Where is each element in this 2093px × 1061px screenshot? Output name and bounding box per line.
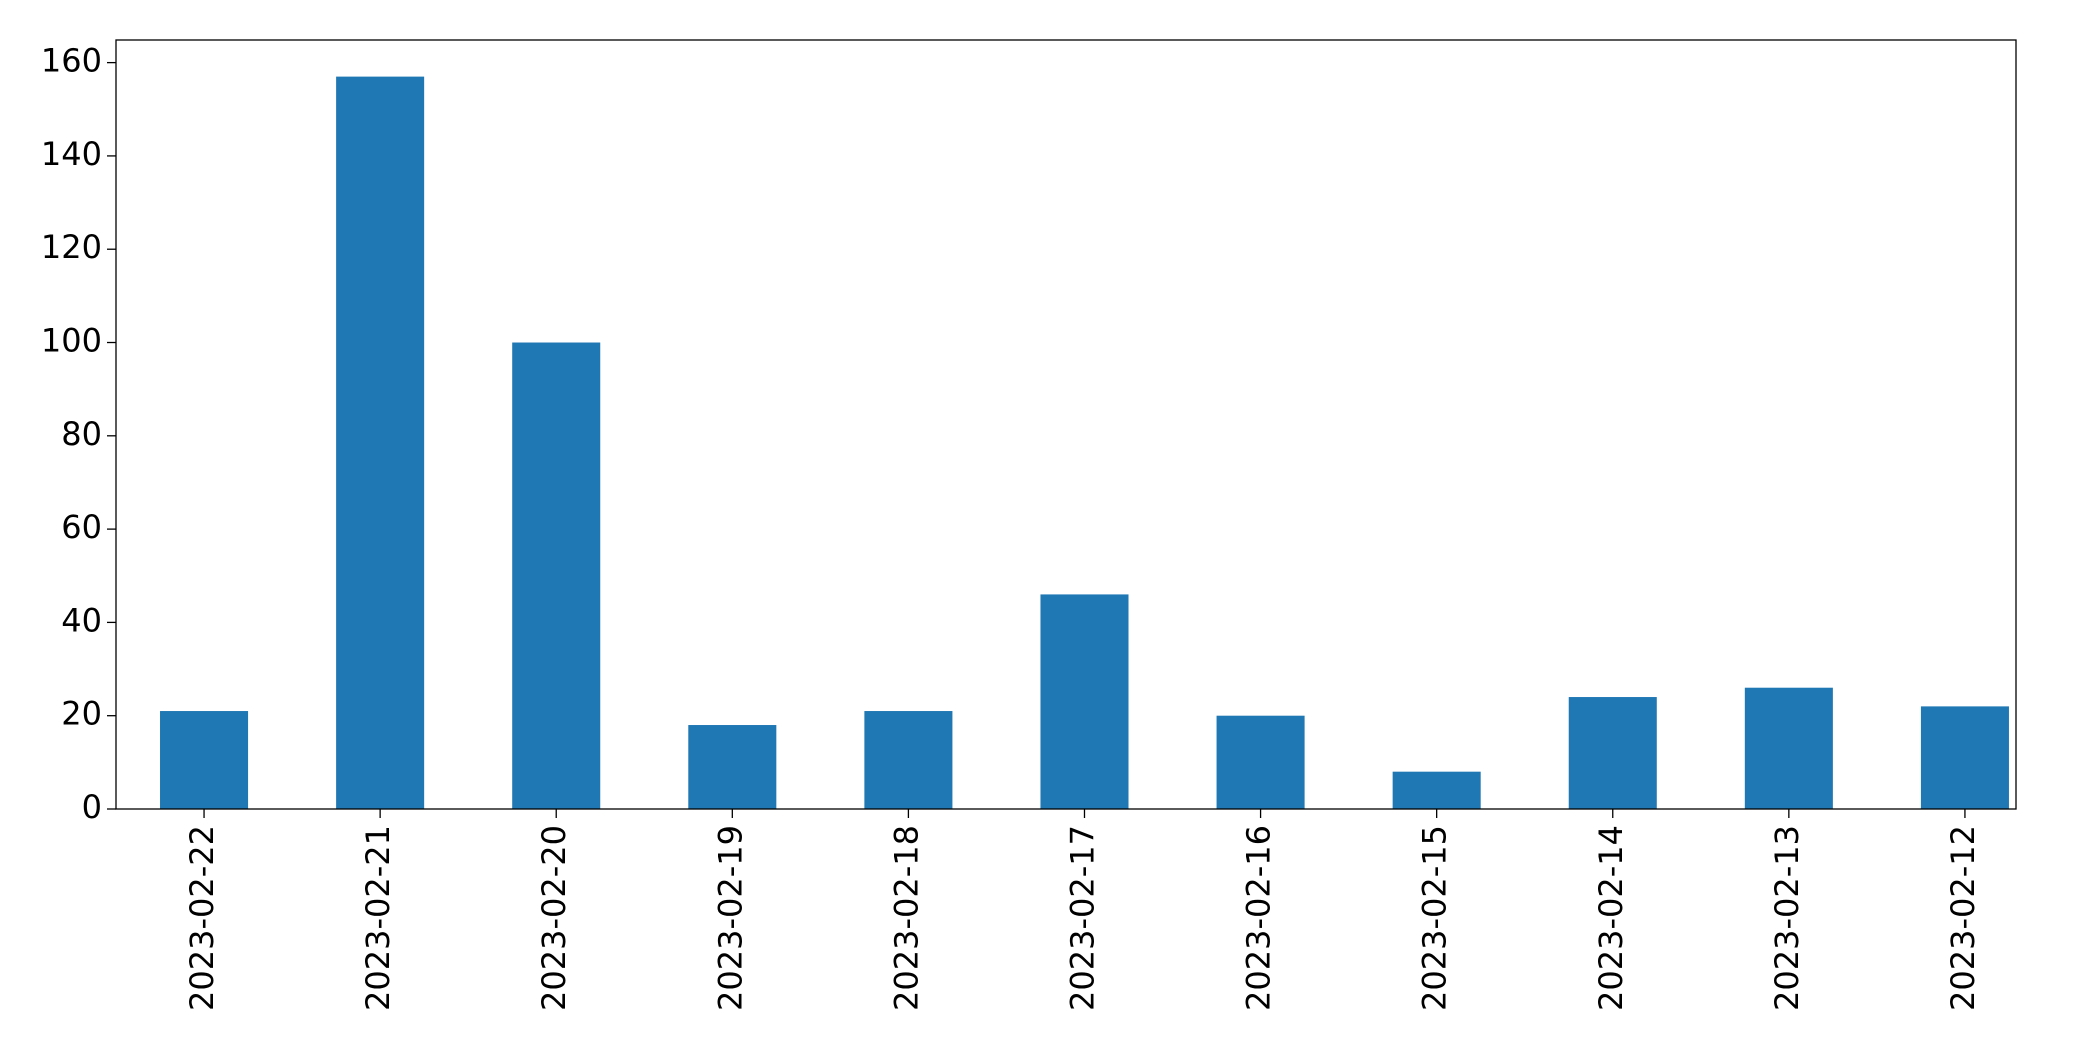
x-tick-label: 2023-02-13 bbox=[1768, 825, 1806, 1011]
y-tick-label: 20 bbox=[61, 695, 102, 733]
plot-frame bbox=[115, 39, 2017, 810]
x-tick-label: 2023-02-21 bbox=[359, 825, 397, 1011]
x-tick-label: 2023-02-22 bbox=[183, 825, 221, 1011]
y-tick-label: 140 bbox=[41, 135, 102, 173]
y-tick-label: 40 bbox=[61, 601, 102, 639]
x-tick-label: 2023-02-17 bbox=[1063, 825, 1101, 1011]
bar bbox=[1216, 715, 1305, 809]
bar bbox=[1920, 706, 2009, 809]
y-tick-label: 60 bbox=[61, 508, 102, 546]
bar bbox=[864, 711, 953, 809]
x-tick-label: 2023-02-14 bbox=[1592, 825, 1630, 1011]
x-tick-label: 2023-02-15 bbox=[1416, 825, 1454, 1011]
bar bbox=[160, 711, 249, 809]
bar bbox=[1392, 771, 1481, 809]
y-tick-label: 160 bbox=[41, 42, 102, 80]
y-tick-label: 0 bbox=[82, 788, 102, 826]
bar bbox=[688, 725, 777, 809]
bar bbox=[1744, 687, 1833, 809]
bar bbox=[1040, 594, 1129, 809]
x-tick-label: 2023-02-18 bbox=[887, 825, 925, 1011]
y-tick-label: 120 bbox=[41, 228, 102, 266]
y-tick-label: 80 bbox=[61, 415, 102, 453]
bar bbox=[1568, 697, 1657, 809]
x-tick-label: 2023-02-19 bbox=[711, 825, 749, 1011]
x-tick-label: 2023-02-16 bbox=[1240, 825, 1278, 1011]
bar bbox=[512, 342, 601, 809]
bar bbox=[336, 76, 425, 810]
x-tick-label: 2023-02-12 bbox=[1944, 825, 1982, 1011]
y-tick-label: 100 bbox=[41, 322, 102, 360]
x-tick-label: 2023-02-20 bbox=[535, 825, 573, 1011]
